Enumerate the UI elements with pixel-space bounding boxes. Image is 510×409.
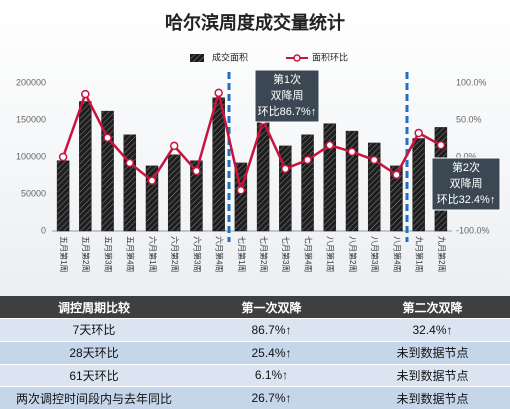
table-cell: 未到数据节点 (355, 363, 510, 387)
point (58, 152, 68, 162)
annotation-text: 双降周 (450, 176, 483, 190)
table-cell: 6.1%↑ (188, 363, 355, 387)
legend-label: 面积环比 (312, 51, 348, 62)
point (192, 166, 201, 176)
point (147, 176, 157, 185)
point (103, 133, 112, 143)
annotation-text: 第2次 (452, 160, 480, 174)
table-cell: 7天环比 (0, 318, 188, 342)
table-row: 61天环比 6.1%↑ 未到数据节点 (0, 363, 510, 387)
x-tick-label: 七月第3周 (281, 236, 291, 272)
x-tick-label: 八月第1周 (326, 236, 336, 272)
point (214, 88, 223, 98)
point (169, 141, 179, 151)
y2-tick-label: 50.0% (456, 114, 482, 124)
y-tick-label: 0 (41, 225, 46, 235)
header-row: 调控周期比较 第一次双降 第二次双降 (0, 296, 510, 319)
x-tick-label: 七月第4周 (303, 236, 313, 272)
y-tick-label: 100000 (16, 151, 46, 161)
header-cell: 第二次双降 (355, 296, 510, 319)
header-cell: 第一次双降 (188, 296, 355, 319)
table-cell: 25.4%↑ (188, 340, 355, 365)
bar (390, 165, 403, 232)
table-cell: 未到数据节点 (355, 340, 510, 365)
y-tick-label: 150000 (16, 114, 46, 124)
table-cell: 86.7%↑ (188, 318, 355, 342)
table-cell: 两次调控时间段内与去年同比 (0, 386, 188, 409)
x-tick-label: 五月第3周 (103, 236, 113, 272)
chart: 哈尔滨周度成交量统计 0 50000 100000 150000 200000 -100.… (0, 0, 510, 296)
x-tick-label: 五月第2周 (81, 236, 91, 272)
y2-tick-label: 100.0% (456, 77, 487, 87)
x-tick-label: 七月第1周 (237, 236, 247, 272)
bar (367, 142, 381, 232)
table-cell: 61天环比 (0, 363, 188, 387)
bar (56, 160, 70, 232)
table-cell: 28天环比 (0, 340, 188, 365)
x-tick-label: 八月第3周 (370, 236, 380, 272)
table-cell: 32.4%↑ (355, 318, 510, 342)
table-cell: 未到数据节点 (355, 386, 510, 409)
bar (323, 123, 337, 232)
annotation-box (254, 69, 320, 123)
annotation-text: 双降周 (271, 88, 304, 102)
table-row: 7天环比 86.7%↑ 32.4%↑ (0, 318, 510, 342)
point (81, 89, 90, 99)
point (436, 140, 446, 150)
x-tick-label: 八月第4周 (392, 236, 402, 272)
x-tick-label: 七月第2周 (259, 236, 269, 272)
bar (345, 130, 359, 232)
point (125, 158, 135, 168)
point (325, 140, 335, 150)
point (369, 155, 379, 165)
header-cell: 调控周期比较 (0, 296, 188, 319)
bar (79, 101, 92, 232)
point (281, 164, 290, 174)
legend-swatch (293, 54, 301, 62)
point (236, 186, 246, 195)
x-tick-label: 八月第2周 (348, 236, 358, 272)
x-tick-label: 六月第1周 (148, 236, 158, 272)
annotation-box (431, 157, 501, 211)
annotation-text: 第1次 (273, 72, 301, 86)
table-row: 两次调控时间段内与去年同比 26.7%↑ 未到数据节点 (0, 386, 510, 409)
x-tick-label: 六月第2周 (170, 236, 180, 272)
y2-tick-label: -100.0% (456, 225, 490, 235)
x-tick-label: 九月第2周 (437, 236, 447, 272)
y-tick-label: 200000 (16, 77, 46, 87)
chart-title: 哈尔滨周度成交量统计 (165, 12, 345, 33)
line (61, 91, 442, 192)
annotation-text: 环比32.4%↑ (437, 193, 496, 206)
x-tick-label: 五月第1周 (59, 236, 69, 272)
point (392, 170, 401, 180)
x-tick-label: 六月第3周 (192, 236, 202, 272)
summary-table: 调控周期比较 第一次双降 第二次双降 7天环比 86.7%↑ 32.4%↑ 28天环比… (0, 296, 510, 409)
bar (123, 134, 137, 232)
bar (412, 138, 425, 232)
y-tick-label: 50000 (21, 188, 46, 198)
y2-tick-label: 0.0% (456, 151, 477, 161)
x-tick-label: 六月第4周 (215, 236, 225, 272)
bar (301, 134, 314, 232)
bar (167, 154, 181, 232)
bar (212, 97, 225, 232)
x-tick-label: 九月第1周 (415, 236, 425, 272)
point (303, 155, 312, 165)
point (414, 128, 423, 138)
bar (190, 160, 203, 232)
legend-label: 成交面积 (212, 51, 248, 62)
x-tick-label: 五月第4周 (126, 236, 136, 272)
annotation-text: 环比86.7%↑ (258, 105, 317, 118)
legend-swatch (190, 54, 204, 62)
point (347, 147, 357, 157)
table-row: 28天环比 25.4%↑ 未到数据节点 (0, 340, 510, 365)
table-cell: 26.7%↑ (188, 386, 355, 409)
